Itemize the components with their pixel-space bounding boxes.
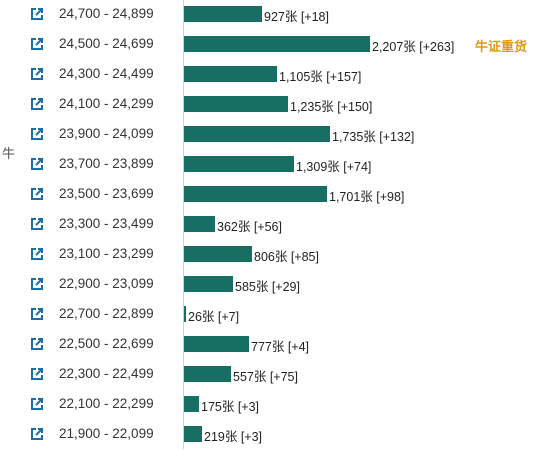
external-link-icon[interactable] [30, 127, 44, 141]
external-link-icon[interactable] [30, 157, 44, 171]
value-label: 806张 [+85] [254, 250, 319, 264]
chart-row: 24,500 - 24,699 2,207张 [+263] [0, 30, 533, 60]
bar [184, 156, 294, 172]
category-label: 22,900 - 23,099 [59, 276, 154, 291]
category-label: 24,500 - 24,699 [59, 36, 154, 51]
category-label: 24,100 - 24,299 [59, 96, 154, 111]
value-label: 219张 [+3] [204, 430, 263, 444]
axis-line [183, 0, 184, 449]
external-link-icon[interactable] [30, 37, 44, 51]
value-label: 927张 [+18] [264, 10, 329, 24]
bar [184, 246, 252, 262]
chart-row: 23,700 - 23,899 1,309张 [+74] [0, 150, 533, 180]
chart-row: 24,300 - 24,499 1,105张 [+157] [0, 60, 533, 90]
external-link-icon[interactable] [30, 367, 44, 381]
category-label: 21,900 - 22,099 [59, 426, 154, 441]
bar [184, 306, 186, 322]
category-label: 22,500 - 22,699 [59, 336, 154, 351]
chart-row: 24,700 - 24,899 927张 [+18] [0, 0, 533, 30]
value-label: 175张 [+3] [201, 400, 260, 414]
value-label: 26张 [+7] [188, 310, 240, 324]
chart-row: 24,100 - 24,299 1,235张 [+150] [0, 90, 533, 120]
value-label: 2,207张 [+263] [372, 40, 455, 54]
annotation-label: 牛证重货 [475, 39, 528, 54]
bar [184, 36, 370, 52]
chart-row: 22,900 - 23,099 585张 [+29] [0, 270, 533, 300]
category-label: 24,700 - 24,899 [59, 6, 154, 21]
value-label: 1,309张 [+74] [296, 160, 372, 174]
bar [184, 186, 327, 202]
external-link-icon[interactable] [30, 277, 44, 291]
value-label: 585张 [+29] [235, 280, 300, 294]
external-link-icon[interactable] [30, 97, 44, 111]
external-link-icon[interactable] [30, 307, 44, 321]
bar [184, 336, 249, 352]
chart-row: 23,100 - 23,299 806张 [+85] [0, 240, 533, 270]
chart-row: 23,300 - 23,499 362张 [+56] [0, 210, 533, 240]
value-label: 1,735张 [+132] [332, 130, 415, 144]
category-label: 22,700 - 22,899 [59, 306, 154, 321]
bar [184, 396, 199, 412]
value-label: 1,105张 [+157] [279, 70, 362, 84]
value-label: 557张 [+75] [233, 370, 298, 384]
bar [184, 366, 231, 382]
external-link-icon[interactable] [30, 67, 44, 81]
chart-row: 22,700 - 22,899 26张 [+7] [0, 300, 533, 330]
value-label: 1,235张 [+150] [290, 100, 373, 114]
side-label: 牛 [2, 146, 16, 161]
chart-row: 22,500 - 22,699 777张 [+4] [0, 330, 533, 360]
chart-row: 21,900 - 22,099 219张 [+3] [0, 420, 533, 450]
bar [184, 6, 262, 22]
external-link-icon[interactable] [30, 247, 44, 261]
chart-row: 23,900 - 24,099 1,735张 [+132] [0, 120, 533, 150]
bar [184, 126, 330, 142]
bar [184, 66, 277, 82]
chart-row: 22,100 - 22,299 175张 [+3] [0, 390, 533, 420]
category-label: 24,300 - 24,499 [59, 66, 154, 81]
category-label: 22,300 - 22,499 [59, 366, 154, 381]
bar [184, 216, 215, 232]
value-label: 362张 [+56] [217, 220, 282, 234]
category-label: 23,700 - 23,899 [59, 156, 154, 171]
chart-row: 23,500 - 23,699 1,701张 [+98] [0, 180, 533, 210]
category-label: 23,100 - 23,299 [59, 246, 154, 261]
value-label: 777张 [+4] [251, 340, 310, 354]
external-link-icon[interactable] [30, 397, 44, 411]
category-label: 22,100 - 22,299 [59, 396, 154, 411]
external-link-icon[interactable] [30, 7, 44, 21]
bar [184, 96, 288, 112]
category-label: 23,300 - 23,499 [59, 216, 154, 231]
bar [184, 426, 202, 442]
bar [184, 276, 233, 292]
external-link-icon[interactable] [30, 427, 44, 441]
external-link-icon[interactable] [30, 217, 44, 231]
external-link-icon[interactable] [30, 187, 44, 201]
category-label: 23,500 - 23,699 [59, 186, 154, 201]
external-link-icon[interactable] [30, 337, 44, 351]
chart-row: 22,300 - 22,499 557张 [+75] [0, 360, 533, 390]
category-label: 23,900 - 24,099 [59, 126, 154, 141]
value-label: 1,701张 [+98] [329, 190, 405, 204]
